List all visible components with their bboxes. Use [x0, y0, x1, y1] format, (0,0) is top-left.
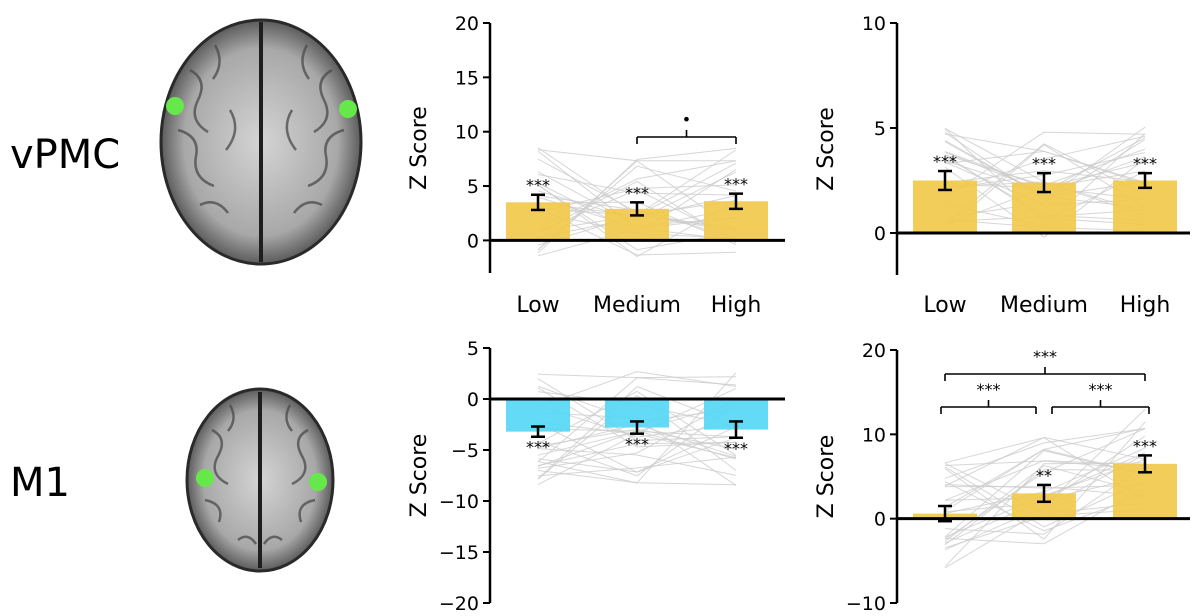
row-label-vpmc: vPMC: [10, 132, 120, 178]
subject-line: [537, 174, 737, 196]
significance-label: ***: [526, 438, 550, 457]
y-axis-label: Z Score: [814, 435, 839, 519]
category-label: Medium: [593, 293, 681, 318]
subject-line: [537, 404, 737, 438]
subject-line: [537, 149, 737, 162]
subject-line: [944, 481, 1146, 532]
category-label: Medium: [1000, 293, 1088, 318]
significance-label: ***: [933, 152, 957, 171]
significance-bracket: •: [636, 110, 737, 144]
subject-line: [944, 466, 1146, 528]
significance-bracket: ***: [940, 380, 1037, 414]
subject-line: [944, 450, 1146, 538]
significance-bracket: ***: [1051, 380, 1150, 414]
brain-slice-m1: [185, 387, 335, 573]
y-axis-label: Z Score: [407, 106, 432, 190]
subject-line: [537, 207, 737, 256]
y-tick-label: −20: [439, 593, 479, 615]
y-axis-label: Z Score: [814, 107, 839, 191]
row-label-m1: M1: [10, 460, 70, 506]
subject-line: [537, 184, 737, 258]
y-tick-label: 10: [455, 122, 479, 144]
significance-label: ***: [1032, 154, 1056, 173]
y-tick-label: −15: [439, 542, 479, 564]
subject-line: [537, 470, 737, 486]
subject-line: [537, 147, 737, 254]
y-tick-label: 20: [862, 340, 886, 362]
subject-line: [537, 180, 737, 244]
subject-line: [944, 428, 1146, 540]
y-tick-label: 15: [455, 67, 479, 89]
bracket-label: •: [682, 110, 691, 129]
subject-line: [537, 160, 737, 229]
subject-line: [537, 371, 737, 408]
subject-line: [537, 373, 737, 379]
category-label: Low: [516, 293, 559, 318]
subject-line: [537, 385, 737, 480]
subject-line: [537, 394, 737, 480]
y-tick-label: −5: [451, 440, 479, 462]
significance-label: ***: [724, 175, 748, 194]
subject-line: [944, 143, 1146, 225]
bar-high: [1113, 180, 1177, 233]
subject-line: [944, 464, 1146, 542]
subject-line: [944, 135, 1146, 195]
subject-line: [537, 402, 737, 477]
significance-label: ***: [625, 183, 649, 202]
significance-label: **: [1036, 466, 1052, 485]
subject-line: [537, 456, 737, 477]
bracket-label: ***: [1089, 380, 1113, 399]
y-tick-label: 0: [467, 389, 479, 411]
y-axis-label: Z Score: [407, 434, 432, 518]
subject-line: [944, 437, 1146, 501]
chart-vpmc-second: *** *** *** 0 5 10 Z Score Low Medium High: [814, 13, 1190, 318]
y-tick-label: 5: [874, 118, 886, 140]
subject-line: [944, 464, 1146, 535]
subject-line: [537, 387, 737, 448]
roi-marker-right: [339, 100, 357, 118]
subject-line: [537, 398, 737, 469]
significance-label: ***: [1133, 436, 1157, 455]
y-tick-label: 20: [455, 13, 479, 35]
category-label: Low: [923, 293, 966, 318]
roi-marker-left: [196, 469, 214, 487]
chart-vpmc-low-mid-high: *** *** *** 0 5 10 15 20 Z Score Low Medium High •: [407, 13, 785, 318]
category-label: High: [1120, 293, 1171, 318]
y-tick-label: 10: [862, 424, 886, 446]
y-tick-label: 5: [467, 338, 479, 360]
y-tick-label: 0: [467, 230, 479, 252]
y-tick-label: −10: [439, 491, 479, 513]
roi-marker-left: [166, 97, 184, 115]
significance-label: ***: [625, 435, 649, 454]
roi-marker-right: [309, 473, 327, 491]
significance-label: ***: [724, 439, 748, 458]
subject-line: [944, 158, 1146, 238]
subject-line: [944, 421, 1146, 540]
bracket-label: ***: [1033, 347, 1057, 366]
subject-line: [537, 188, 737, 241]
chart-m1-first: *** *** *** −20 −15 −10 −5 0 5 Z Score: [407, 338, 785, 615]
y-tick-label: 0: [874, 223, 886, 245]
category-label: High: [711, 293, 762, 318]
y-tick-label: 10: [862, 13, 886, 35]
subject-line: [944, 150, 1146, 183]
significance-label: ***: [1133, 154, 1157, 173]
y-tick-label: −10: [846, 593, 886, 615]
subject-line: [537, 390, 737, 456]
subject-line: [537, 448, 737, 476]
subject-line: [537, 184, 737, 213]
y-tick-label: 5: [467, 176, 479, 198]
bracket-label: ***: [977, 380, 1001, 399]
significance-bracket: ***: [944, 347, 1146, 381]
y-tick-label: 0: [874, 509, 886, 531]
brain-slice-vpmc: [159, 18, 363, 266]
significance-label: ***: [526, 176, 550, 195]
subject-line: [944, 428, 1146, 479]
subject-line: [537, 441, 737, 467]
